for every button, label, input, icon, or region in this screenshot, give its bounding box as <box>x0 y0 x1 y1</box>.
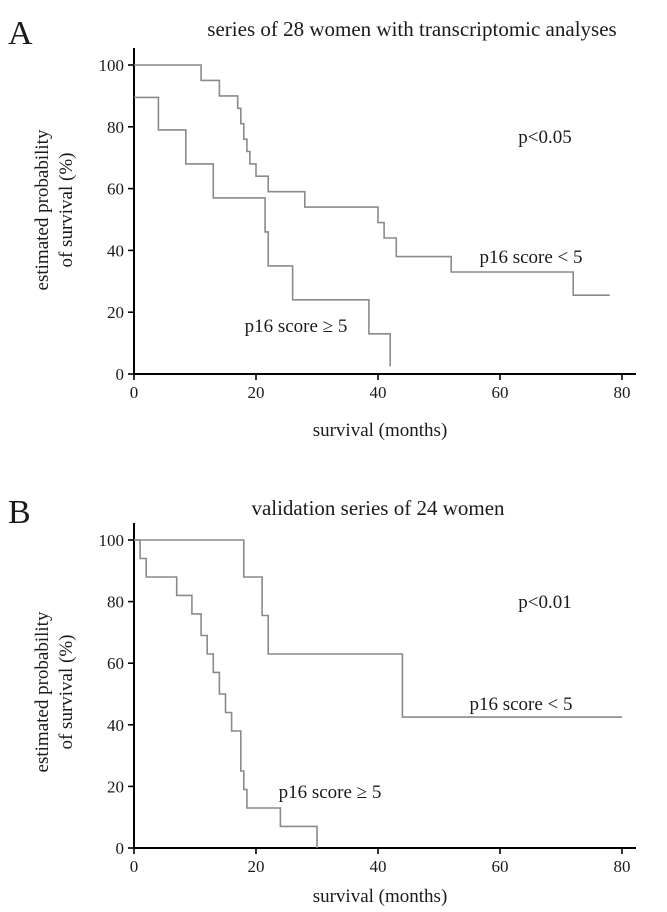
x-tick-label: 0 <box>130 383 139 402</box>
series-label-p16-high: p16 score ≥ 5 <box>279 782 382 803</box>
y-axis-label-line-1: estimated probability <box>32 611 53 772</box>
y-tick-label: 20 <box>107 303 124 322</box>
y-tick-label: 40 <box>107 716 124 735</box>
x-axis-label: survival (months) <box>313 886 448 907</box>
y-tick-label: 60 <box>107 180 124 199</box>
chart-title: validation series of 24 women <box>251 496 505 520</box>
x-tick-label: 60 <box>492 383 509 402</box>
y-axis-label-line-1: estimated probability <box>32 129 53 290</box>
x-tick-label: 40 <box>370 857 387 876</box>
x-tick-label: 80 <box>614 383 631 402</box>
y-tick-label: 0 <box>116 365 125 384</box>
y-axis-label: estimated probability of survival (%) <box>32 611 77 772</box>
p-value-label: p<0.05 <box>518 127 571 148</box>
y-axis-label: estimated probability of survival (%) <box>32 129 77 290</box>
y-tick-label: 40 <box>107 241 124 260</box>
y-axis-label-line-2: of survival (%) <box>56 152 77 267</box>
x-tick-label: 80 <box>614 857 631 876</box>
x-tick-label: 0 <box>130 857 139 876</box>
survival-curve-p16-high <box>134 96 391 367</box>
panel-a: A series of 28 women with transcriptomic… <box>8 15 636 441</box>
y-tick-label: 0 <box>116 839 125 858</box>
y-tick-label: 80 <box>107 118 124 137</box>
panel-letter: B <box>8 494 31 531</box>
y-tick-label: 100 <box>99 531 125 550</box>
series-label-p16-low: p16 score < 5 <box>469 694 572 715</box>
x-axis-label: survival (months) <box>313 420 448 441</box>
series-label-p16-low: p16 score < 5 <box>479 247 582 268</box>
x-tick-label: 20 <box>248 857 265 876</box>
chart-title: series of 28 women with transcriptomic a… <box>207 17 616 41</box>
y-axis-label-line-2: of survival (%) <box>56 634 77 749</box>
y-tick-label: 20 <box>107 777 124 796</box>
x-tick-label: 20 <box>248 383 265 402</box>
survival-curve-p16-low <box>134 539 622 718</box>
y-tick-label: 80 <box>107 593 124 612</box>
survival-curve-p16-high <box>134 539 318 848</box>
survival-curve-p16-low <box>134 64 610 296</box>
x-tick-label: 60 <box>492 857 509 876</box>
y-tick-label: 60 <box>107 654 124 673</box>
x-tick-label: 40 <box>370 383 387 402</box>
y-tick-label: 100 <box>99 56 125 75</box>
p-value-label: p<0.01 <box>518 592 571 613</box>
series-label-p16-high: p16 score ≥ 5 <box>245 316 348 337</box>
panel-b: B validation series of 24 women estimate… <box>8 494 636 907</box>
panel-letter: A <box>8 15 33 52</box>
